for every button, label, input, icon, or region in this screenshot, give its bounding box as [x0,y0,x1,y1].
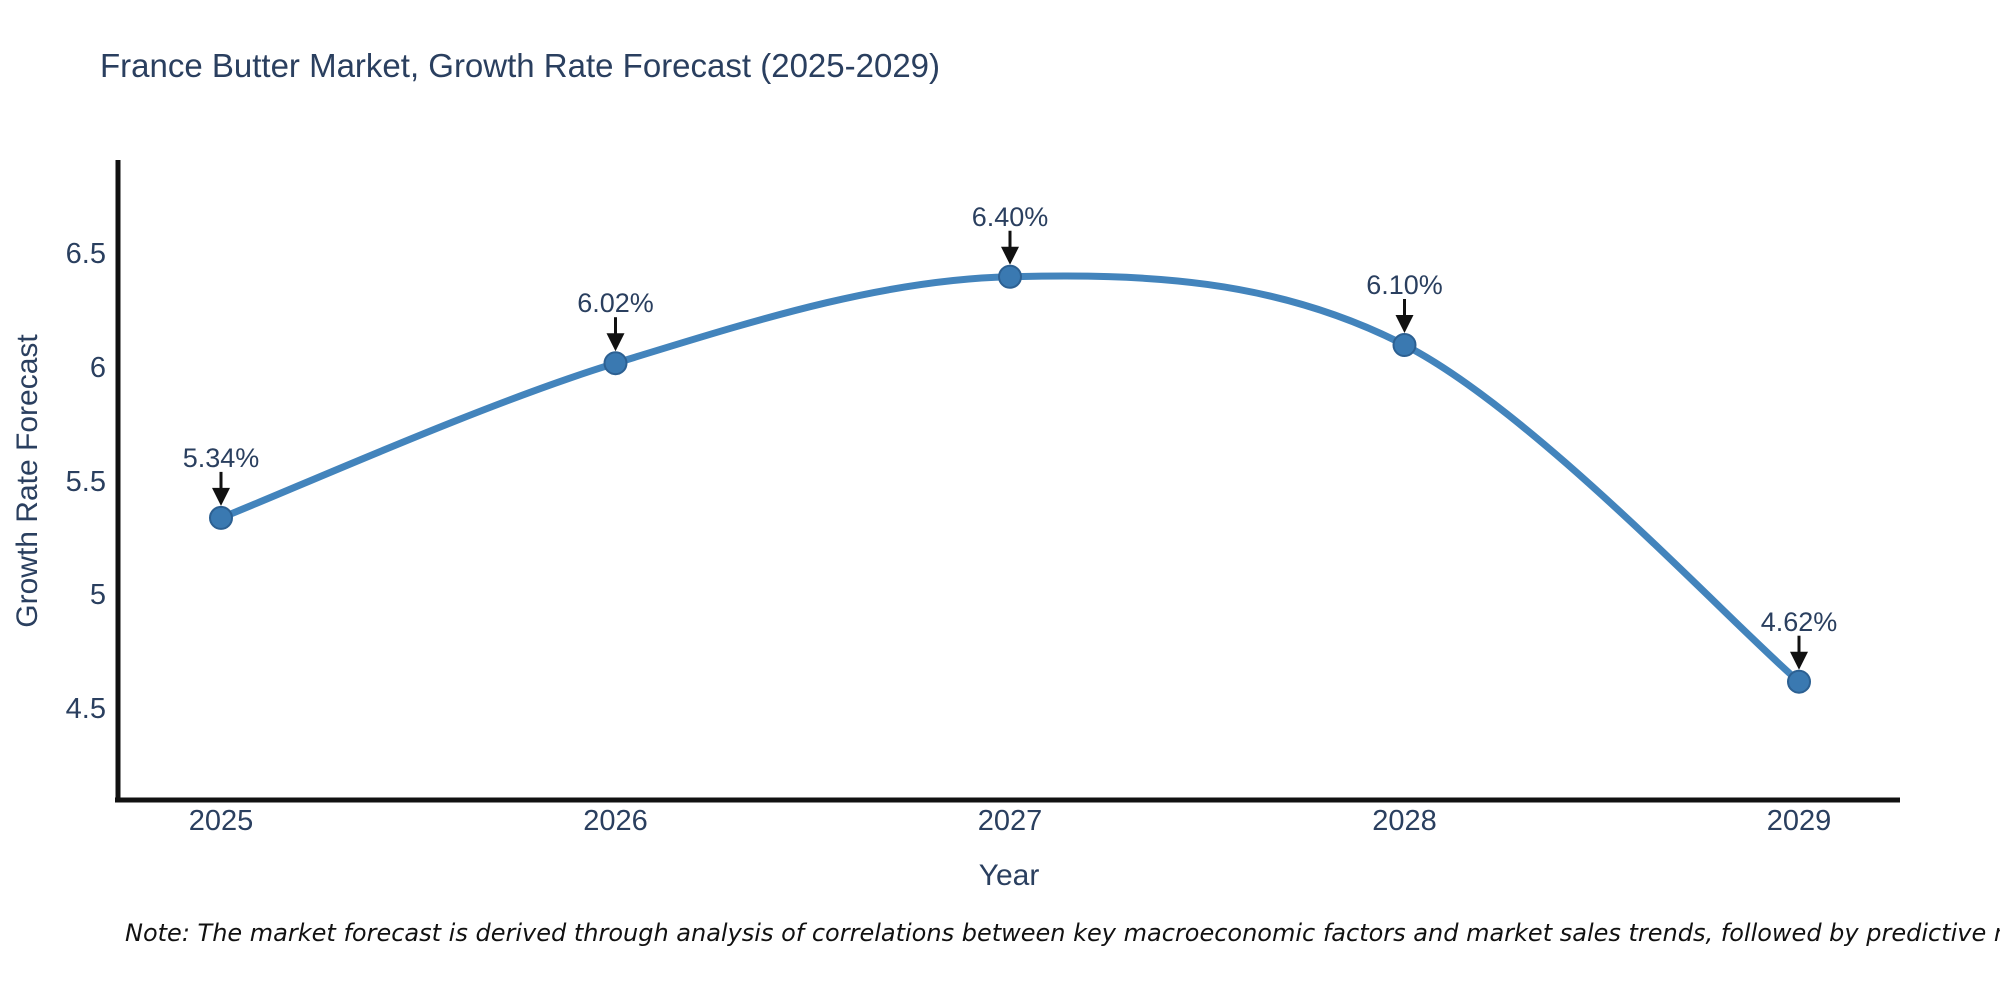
data-point-marker[interactable] [1787,669,1811,694]
annotation-arrow-head [212,487,230,506]
data-point-label: 6.40% [971,201,1049,232]
data-point-markers [209,264,1811,694]
x-axis-title: Year [978,859,1040,892]
y-tick-label: 6 [89,351,106,384]
data-point-marker[interactable] [1392,333,1417,357]
y-tick-label: 5.5 [65,465,106,498]
x-tick-label: 2025 [188,805,254,837]
trend-line [217,272,1803,686]
x-tick-label: 2027 [977,805,1043,837]
data-point-label: 6.02% [577,288,654,319]
data-point-marker[interactable] [603,351,628,376]
annotation-arrow-head [1001,246,1019,265]
data-point-marker[interactable] [209,505,233,530]
y-tick-label: 6.5 [65,238,106,270]
annotation-arrow-head [1395,315,1414,333]
chart-title: France Butter Market, Growth Rate Foreca… [100,47,941,84]
data-point-label: 5.34% [182,442,260,473]
x-tick-label: 2029 [1766,805,1832,837]
data-point-label: 4.62% [1760,606,1838,637]
x-tick-label: 2026 [583,805,648,837]
y-tick-label: 5 [89,579,106,612]
annotation-arrows [212,230,1808,670]
annotation-arrow-head [1790,651,1808,670]
annotation-arrow-head [606,333,625,352]
data-point-label: 6.10% [1366,270,1443,300]
x-tick-label: 2028 [1372,805,1437,837]
data-point-marker[interactable] [998,264,1022,289]
footnote: Note: The market forecast is derived thr… [125,919,2000,947]
y-tick-label: 4.5 [65,693,106,725]
